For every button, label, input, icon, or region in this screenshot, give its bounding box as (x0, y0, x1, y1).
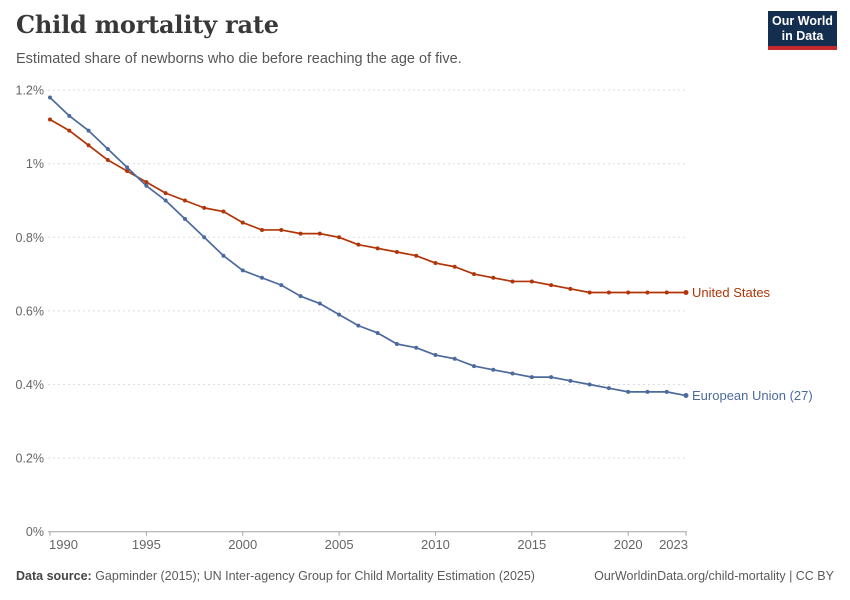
data-point-european-union-27 (144, 183, 149, 188)
y-tick-label: 1% (26, 157, 44, 171)
x-tick-label: 2015 (517, 537, 546, 552)
data-point-united-states (202, 205, 207, 210)
data-point-united-states (472, 272, 476, 277)
data-point-european-union-27 (529, 375, 534, 380)
data-point-united-states (587, 290, 592, 295)
series-line-united-states (49, 118, 686, 294)
data-point-united-states (356, 242, 361, 247)
data-point-united-states (221, 209, 226, 214)
data-point-european-union-27 (433, 353, 438, 358)
series-label-united-states[interactable]: United States (692, 285, 771, 300)
data-point-european-union-27 (125, 165, 130, 170)
data-point-united-states (645, 290, 650, 295)
x-tick-label: 2010 (421, 537, 450, 552)
data-point-european-union-27 (549, 375, 554, 380)
data-point-united-states (626, 290, 631, 295)
data-point-european-union-27 (414, 345, 419, 350)
data-point-european-union-27 (606, 386, 611, 391)
data-point-united-states (568, 286, 573, 291)
data-point-european-union-27 (626, 389, 631, 394)
data-point-united-states (414, 253, 419, 258)
data-point-united-states (125, 169, 130, 174)
data-point-european-union-27 (279, 283, 284, 288)
data-point-european-union-27 (86, 128, 91, 133)
data-point-united-states (260, 227, 264, 232)
data-point-united-states (67, 128, 72, 133)
data-point-european-union-27 (491, 367, 496, 372)
data-point-united-states (86, 143, 91, 148)
data-point-united-states (163, 191, 168, 196)
data-point-european-union-27 (510, 371, 515, 376)
data-source-note: Data source: Gapminder (2015); UN Inter-… (16, 569, 535, 583)
data-point-united-states (664, 290, 669, 295)
data-point-european-union-27 (472, 364, 476, 369)
y-tick-label: 0.6% (16, 304, 45, 318)
y-tick-label: 0.4% (16, 378, 45, 392)
data-point-united-states (606, 290, 611, 295)
data-point-european-union-27 (664, 389, 669, 394)
data-point-european-union-27 (298, 294, 303, 299)
data-point-united-states (510, 279, 515, 284)
data-point-united-states (105, 158, 110, 163)
data-point-european-union-27 (67, 113, 72, 118)
data-point-european-union-27 (260, 275, 264, 280)
y-tick-label: 0.8% (16, 231, 45, 245)
data-point-european-union-27 (182, 216, 187, 221)
data-point-european-union-27 (105, 146, 110, 151)
data-point-united-states (298, 231, 303, 236)
data-point-united-states (317, 231, 322, 236)
data-source-label: Data source: (16, 569, 92, 583)
y-tick-label: 1.2% (16, 84, 45, 98)
data-point-united-states (279, 227, 284, 232)
owid-logo-line1: Our World (772, 13, 833, 28)
x-tick-label: 2023 (659, 537, 688, 552)
data-point-united-states (394, 250, 399, 255)
data-point-european-union-27 (48, 95, 52, 100)
owid-logo-line2: in Data (781, 28, 824, 43)
data-point-european-union-27 (317, 301, 322, 306)
owid-logo[interactable]: Our World in Data (768, 11, 837, 50)
data-source-text: Gapminder (2015); UN Inter-agency Group … (91, 569, 535, 583)
chart-subtitle: Estimated share of newborns who die befo… (16, 51, 462, 67)
data-point-european-union-27 (356, 323, 361, 328)
data-point-european-union-27 (163, 198, 168, 203)
data-point-european-union-27 (645, 389, 650, 394)
x-tick-label: 1990 (49, 537, 78, 552)
data-point-european-union-27 (202, 235, 207, 240)
data-point-european-union-27 (240, 268, 245, 273)
x-tick-label: 2000 (228, 537, 257, 552)
data-point-united-states (452, 264, 457, 269)
data-point-united-states (48, 117, 52, 122)
owid-link[interactable]: OurWorldinData.org/child-mortality | CC … (594, 569, 834, 583)
data-point-united-states (375, 246, 380, 251)
data-point-european-union-27 (375, 330, 380, 335)
data-point-united-states (337, 235, 342, 240)
x-tick-label: 2005 (325, 537, 354, 552)
data-point-united-states (683, 290, 689, 295)
data-point-european-union-27 (568, 378, 573, 383)
data-point-united-states (182, 198, 187, 203)
data-point-european-union-27 (221, 253, 226, 258)
x-tick-label: 2020 (614, 537, 643, 552)
data-point-united-states (144, 180, 149, 185)
data-point-united-states (549, 283, 554, 288)
y-tick-label: 0.2% (16, 452, 45, 466)
series-line-european-union-27 (49, 96, 687, 397)
chart-title: Child mortality rate (16, 10, 279, 39)
data-point-united-states (529, 279, 534, 284)
x-tick-label: 1995 (132, 537, 161, 552)
data-point-european-union-27 (337, 312, 342, 317)
data-point-united-states (240, 220, 245, 225)
data-point-european-union-27 (394, 342, 399, 347)
data-point-european-union-27 (683, 393, 689, 399)
series-label-european-union-27[interactable]: European Union (27) (692, 388, 813, 403)
y-tick-label: 0% (26, 525, 44, 539)
data-point-united-states (433, 261, 438, 266)
data-point-european-union-27 (452, 356, 457, 361)
data-point-european-union-27 (587, 382, 592, 387)
data-point-united-states (491, 275, 496, 280)
